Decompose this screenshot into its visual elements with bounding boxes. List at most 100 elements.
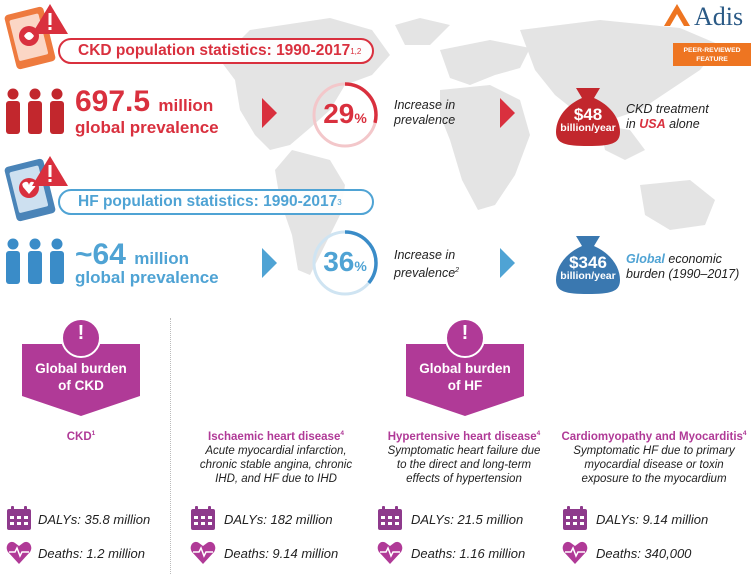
hf-header-ref: 3 [337,197,342,207]
ckd-prevalence-unit: million [158,96,214,115]
ckd-people-icon [6,88,64,134]
ckd-increase-text: Increase in prevalence [394,98,455,128]
hf-prevalence-label: global prevalence [75,268,219,287]
ckd-arrow-icon [262,98,277,128]
hf-prevalence-value: ~64 million [75,240,189,274]
col0-calendar-icon [7,506,31,530]
col3-dalys: DALYs: 9.14 million [596,512,709,527]
hhd-column-title: Hypertensive heart disease4 [374,430,554,443]
ckd-arrow-2-icon [500,98,515,128]
hf-exclaim-icon: ! [461,322,469,344]
hf-people-icon [6,238,64,284]
hf-increase-number: 36 [323,246,355,277]
ckd-header-title: CKD population statistics: 1990-2017 [78,42,351,59]
hf-badge-title: Global burden of HF [405,360,525,394]
peer-badge-line1: PEER-REVIEWED [683,47,741,54]
ckd-cost-line2-post: alone [665,117,700,131]
col3-heart-icon [562,541,588,565]
col1-calendar-icon [191,506,215,530]
col0-title-text: CKD [66,430,92,443]
ckd-cost-desc: CKD treatment in USA alone [626,102,709,132]
hf-increase-line2: prevalence2 [394,263,459,281]
col3-deaths: Deaths: 340,000 [596,546,692,561]
ckd-increase-percent: 29% [310,98,380,130]
col2-desc-line1: Symptomatic heart failure due [387,445,541,457]
col0-title-ref: 1 [91,430,96,437]
hf-burden-badge [406,318,524,416]
ckd-increase-number: 29 [323,98,355,129]
ckd-increase-symbol: % [354,110,367,126]
adis-logo-icon [664,4,690,26]
ckd-cost-unit: billion/year [560,122,616,134]
col2-deaths: Deaths: 1.16 million [411,546,526,561]
hf-increase-ring [312,230,378,296]
col2-title-ref: 4 [536,430,541,437]
ihd-column-title: Ischaemic heart disease4 [186,430,366,443]
col1-desc-line1: Acute myocardial infarction, [205,445,347,457]
kidney-book-alert-icon [4,4,68,70]
hf-increase-line1: Increase in [394,248,456,262]
hf-cost-line2: burden (1990–2017) [626,267,740,281]
ckd-column-title: CKD1 [20,430,142,443]
ihd-column-desc: Acute myocardial infarction, chronic sta… [186,444,366,486]
ckd-stats-header: CKD population statistics: 1990-2017 1,2 [58,38,374,64]
cardiomyopathy-column-title: Cardiomyopathy and Myocarditis4 [556,430,752,443]
col2-calendar-icon [378,506,402,530]
ckd-header-ref: 1,2 [350,46,362,56]
hf-cost-unit: billion/year [560,270,616,282]
col1-dalys: DALYs: 182 million [224,512,333,527]
hf-arrow-icon [262,248,277,278]
ckd-exclaim-icon: ! [77,322,85,344]
ckd-increase-ring [312,82,378,148]
hf-prevalence-unit: million [134,249,190,268]
hf-money-bag-icon [556,236,620,294]
ckd-prevalence-label: global prevalence [75,118,219,137]
col0-dalys: DALYs: 35.8 million [38,512,151,527]
hhd-column-desc: Symptomatic heart failure due to the dir… [374,444,554,486]
heart-book-alert-icon [4,156,68,222]
ckd-cost-label: $48 billion/year [556,106,620,134]
col3-desc-line3: exposure to the myocardium [581,473,727,485]
col1-heart-icon [190,541,216,565]
hf-cost-label: $346 billion/year [556,254,620,282]
hf-cost-desc: Global economic burden (1990–2017) [626,252,739,282]
hf-cost-line1-post: economic [664,252,722,266]
col2-title-text: Hypertensive heart disease [387,430,537,443]
hf-badge-line1: Global burden [419,361,511,376]
peer-badge-line2: FEATURE [696,56,728,63]
col2-desc-line3: effects of hypertension [406,473,522,485]
cardiomyopathy-column-desc: Symptomatic HF due to primary myocardial… [556,444,752,486]
col1-deaths: Deaths: 9.14 million [224,546,339,561]
col3-desc-line1: Symptomatic HF due to primary [573,445,735,457]
ckd-increase-line2: prevalence [394,113,456,127]
ckd-prevalence-value: 697.5 million [75,87,213,121]
col1-title-text: Ischaemic heart disease [208,430,341,443]
hf-badge-line2: of HF [447,378,483,393]
hf-increase-percent: 36% [310,246,380,278]
col3-calendar-icon [563,506,587,530]
ckd-prevalence-number: 697.5 [75,85,151,118]
section-divider [170,318,171,574]
ckd-cost-line2: in USA alone [626,117,709,132]
ckd-burden-badge [22,318,140,416]
ckd-cost-amount: $48 [573,105,603,124]
hf-cost-amount: $346 [569,253,607,272]
hf-increase-symbol: % [354,258,367,274]
col3-title-text: Cardiomyopathy and Myocarditis [561,430,743,443]
col1-title-ref: 4 [340,430,344,437]
hf-cost-highlight: Global [626,252,665,266]
hf-header-title: HF population statistics: 1990-2017 [78,193,338,210]
ckd-increase-line1: Increase in [394,98,456,112]
hf-arrow-2-icon [500,248,515,278]
ckd-badge-line1: Global burden [35,361,127,376]
col1-desc-line2: chronic stable angina, chronic [199,459,353,471]
peer-reviewed-badge: PEER-REVIEWED FEATURE [673,43,751,66]
ckd-money-bag-icon [556,88,620,146]
col2-heart-icon [377,541,403,565]
adis-logo-text: Adis [694,2,744,31]
col0-deaths: Deaths: 1.2 million [38,546,145,561]
col1-desc-line3: IHD, and HF due to IHD [215,473,337,485]
ckd-cost-line2-pre: in [626,117,640,131]
hf-cost-line1: Global economic [626,252,739,267]
ckd-badge-line2: of CKD [58,378,104,393]
